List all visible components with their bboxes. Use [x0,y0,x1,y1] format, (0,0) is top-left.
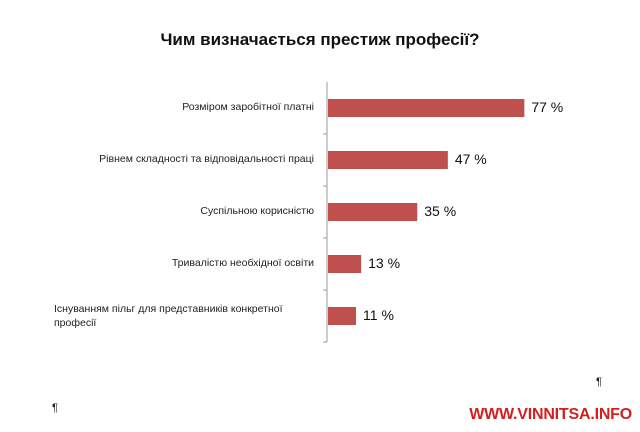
value-label: 77 % [531,99,564,115]
category-label: Існуванням пільг для представників конкр… [54,303,283,329]
bar [328,255,362,273]
pilcrow-mark: ¶ [596,376,602,388]
bar [328,151,448,169]
chart-title: Чим визначається престиж професії? [160,30,480,49]
bar [328,307,357,325]
bar [328,203,418,221]
category-label: Рівнем складності та відповідальності пр… [99,153,314,165]
value-label: 35 % [424,203,457,219]
category-label: Тривалістю необхідної освіти [171,257,314,269]
value-label: 11 % [363,307,394,323]
pilcrow-mark: ¶ [52,402,58,414]
value-label: 47 % [454,151,487,167]
bar [328,99,525,117]
watermark: WWW.VINNITSA.INFO [469,406,632,423]
value-label: 13 % [368,255,401,271]
category-label: Розміром заробітної платні [182,101,314,113]
category-label: Суспільною корисністю [200,205,314,217]
